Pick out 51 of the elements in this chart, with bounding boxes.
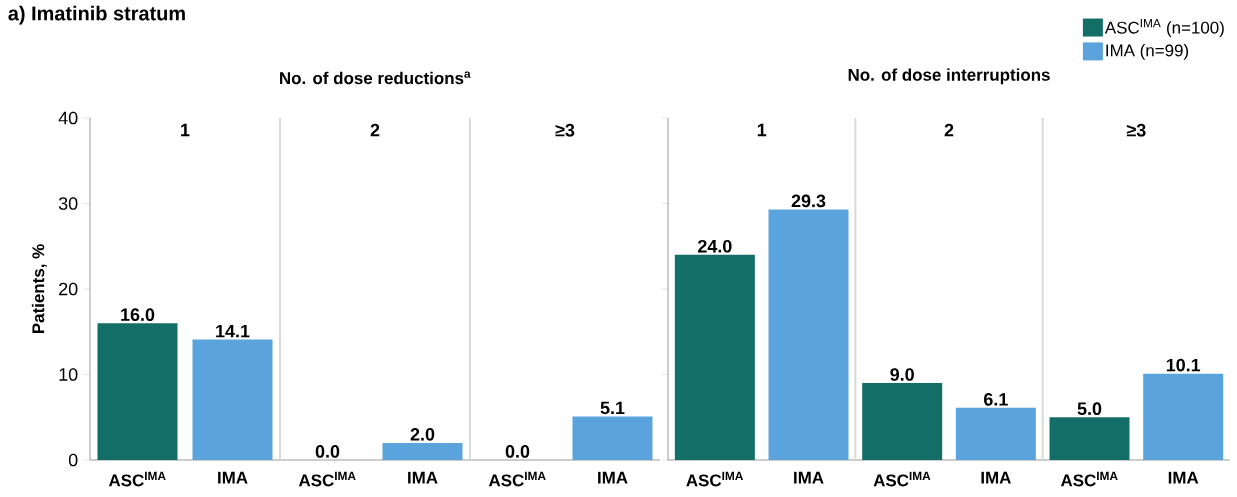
chart-subtitle: No. of dose interruptions — [848, 68, 1050, 85]
bar — [768, 209, 849, 460]
y-tick-label: 40 — [58, 111, 78, 125]
chart-subtitle: No. of dose reductions$^{a}$ — [280, 71, 471, 85]
x-tick-label: ASC$^{IMA}$ — [873, 471, 931, 487]
annotation: 2 — [370, 123, 380, 137]
annotation: ≥3 — [555, 123, 575, 137]
annotation: ≥3 — [1126, 123, 1146, 137]
legend-label: ASC$^{IMA}$ (n=100) — [1104, 19, 1224, 37]
data-label: 29.3 — [791, 194, 826, 208]
legend-label: IMA (n=99) — [1106, 44, 1189, 60]
data-label: 5.0 — [1077, 402, 1102, 416]
data-label: 10.1 — [1166, 358, 1201, 372]
x-tick-label: ASC$^{IMA}$ — [108, 471, 166, 487]
x-tick-label: ASC$^{IMA}$ — [298, 471, 356, 487]
chart-title: a) Imatinib stratum — [8, 5, 185, 25]
x-tick-label: IMA — [218, 471, 248, 484]
x-tick-label: ASC$^{IMA}$ — [1060, 471, 1118, 487]
data-label: 0.0 — [505, 445, 530, 458]
x-tick-label: ASC$^{IMA}$ — [488, 471, 546, 487]
y-axis-title: Patients, % — [31, 244, 47, 334]
bar — [955, 407, 1036, 460]
x-tick-label: IMA — [1168, 471, 1199, 484]
data-label: 24.0 — [698, 239, 732, 253]
bar — [192, 339, 273, 460]
data-label: 5.1 — [600, 401, 625, 415]
bar — [382, 442, 463, 460]
data-label: 9.0 — [890, 368, 914, 381]
data-label: 6.1 — [984, 392, 1008, 406]
y-tick-label: 0 — [68, 453, 78, 467]
bar — [862, 383, 943, 460]
y-tick-label: 20 — [59, 282, 78, 296]
x-tick-label: IMA — [408, 471, 438, 484]
bar — [572, 416, 653, 460]
bar — [97, 323, 178, 460]
annotation: 2 — [944, 123, 954, 137]
annotation: 1 — [181, 123, 190, 137]
data-label: 2.0 — [410, 427, 435, 441]
data-label: 14.1 — [216, 324, 250, 338]
annotation: 1 — [757, 123, 767, 137]
bar — [674, 254, 755, 460]
y-tick-label: 10 — [59, 368, 78, 381]
x-tick-label: IMA — [794, 471, 824, 484]
data-label: 16.0 — [121, 308, 155, 321]
data-label: 0.0 — [315, 445, 340, 458]
y-tick-label: 30 — [58, 197, 78, 210]
bar — [1049, 417, 1130, 460]
x-tick-label: IMA — [981, 471, 1011, 484]
bar — [1143, 373, 1224, 460]
x-tick-label: ASC$^{IMA}$ — [686, 471, 744, 487]
x-tick-label: IMA — [598, 471, 628, 484]
